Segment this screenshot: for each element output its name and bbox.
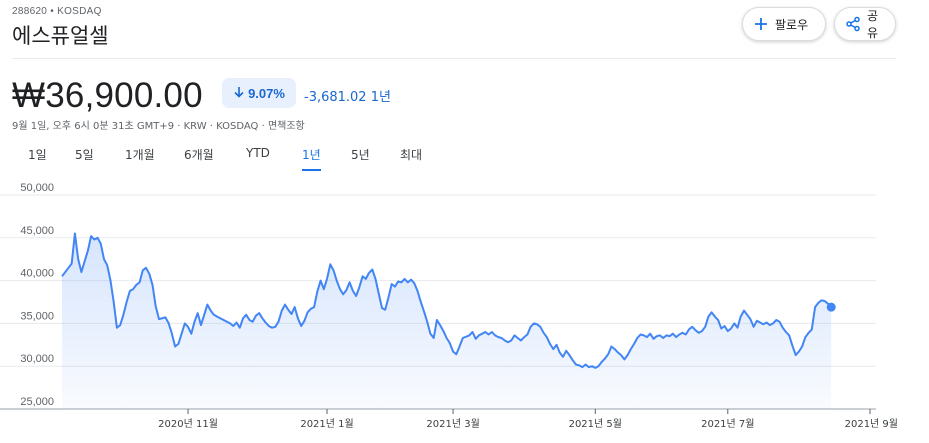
y-tick-label: 25,000	[20, 396, 54, 408]
percent-change: 9.07%	[248, 85, 285, 101]
follow-label: 팔로우	[775, 17, 809, 32]
follow-button[interactable]: 팔로우	[742, 7, 826, 41]
tab-5y[interactable]: 5년	[351, 148, 370, 162]
y-tick-label: 35,000	[20, 310, 54, 322]
arrow-down-icon	[233, 86, 245, 101]
share-button[interactable]: 공유	[834, 7, 896, 41]
x-tick-label: 2021년 7월	[701, 418, 754, 430]
tab-ytd[interactable]: YTD	[246, 146, 270, 160]
last-price-marker	[826, 302, 836, 312]
share-label: 공유	[867, 9, 879, 40]
absolute-change: -3,681.02 1년	[304, 90, 391, 105]
ticker-symbol: 288620 • KOSDAQ	[12, 6, 102, 17]
price-area	[62, 233, 832, 409]
y-tick-label: 40,000	[20, 268, 54, 280]
y-tick-label: 30,000	[20, 353, 54, 365]
quote-meta: 9월 1일, 오후 6시 0분 31초 GMT+9 · KRW · KOSDAQ…	[12, 121, 305, 132]
x-tick-label: 2021년 3월	[426, 418, 479, 430]
percent-change-badge: 9.07%	[222, 78, 296, 108]
current-price: ₩36,900.00	[12, 76, 203, 115]
header-divider	[12, 58, 896, 59]
plus-icon	[753, 16, 769, 32]
x-tick-label: 2021년 9월	[845, 418, 898, 430]
company-name: 에스퓨얼셀	[12, 24, 109, 48]
tab-1d[interactable]: 1일	[28, 148, 47, 162]
tab-1y[interactable]: 1년	[302, 146, 321, 171]
tab-max[interactable]: 최대	[400, 148, 423, 162]
tab-5d[interactable]: 5일	[75, 148, 94, 162]
x-tick-label: 2021년 5월	[569, 418, 622, 430]
price-line	[61, 232, 832, 369]
y-tick-label: 45,000	[20, 225, 54, 237]
x-tick-label: 2021년 1월	[300, 418, 353, 430]
share-icon	[845, 16, 861, 32]
tab-6m[interactable]: 6개월	[184, 148, 214, 162]
x-tick-label: 2020년 11월	[158, 418, 218, 430]
tab-1m[interactable]: 1개월	[125, 148, 155, 162]
y-tick-label: 50,000	[20, 182, 54, 194]
price-chart[interactable]: 50,000 45,000 40,000 35,000 30,000 25,000 202…	[0, 178, 929, 443]
